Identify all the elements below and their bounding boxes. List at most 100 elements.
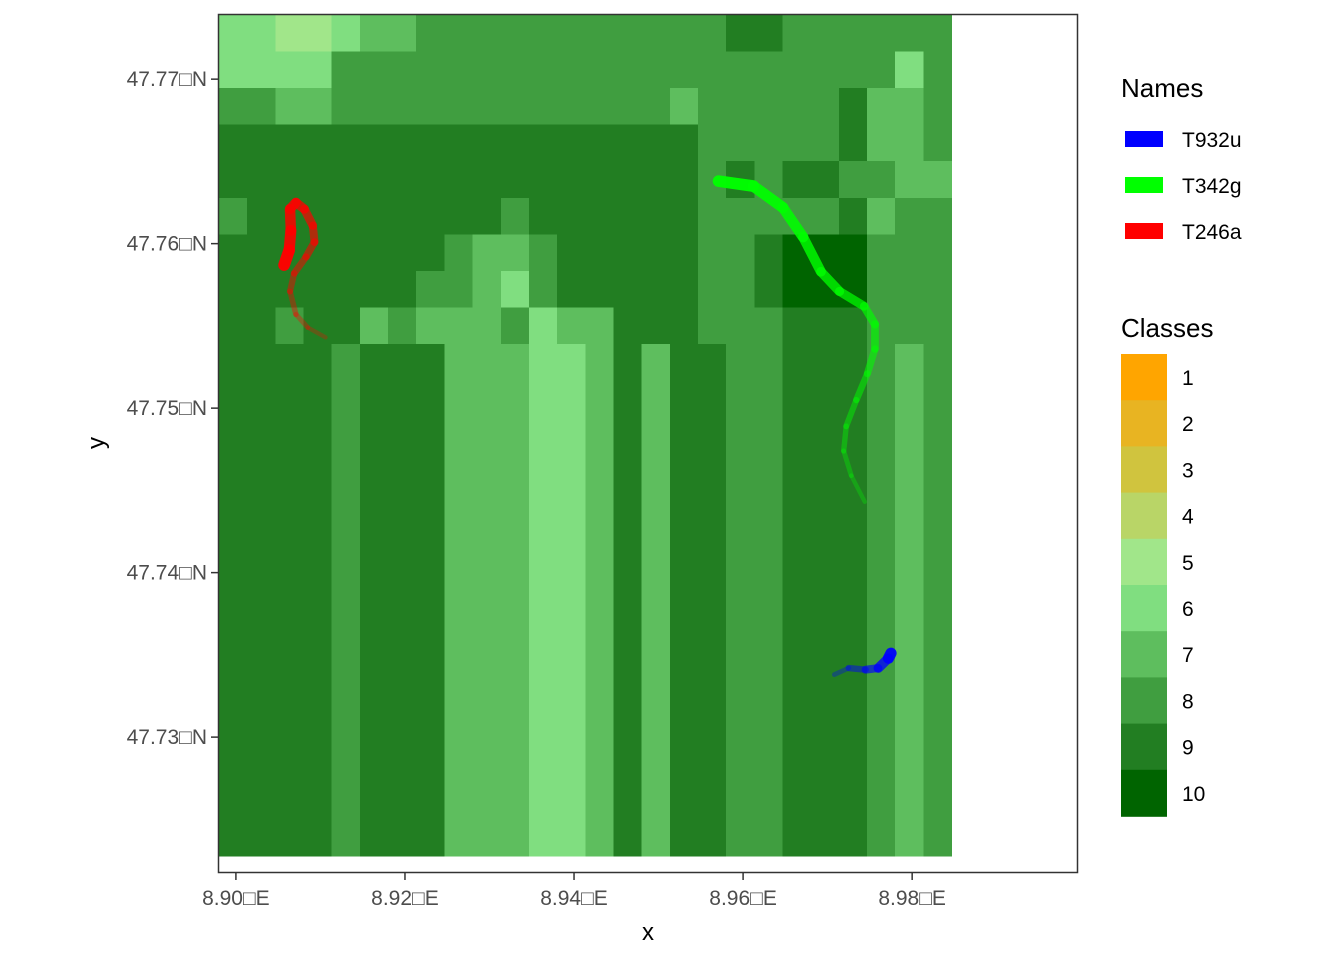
raster-cell [528,636,558,674]
raster-cell [838,526,868,564]
raster-cell [359,51,389,89]
y-tick-label: 47.75□N [127,397,207,420]
raster-cell [500,526,530,564]
raster-cell [500,380,530,418]
raster-cell [754,343,784,382]
raster-cell [669,88,699,126]
raster-cell [500,343,530,382]
raster-cell [416,453,445,491]
raster-cell [557,526,586,564]
raster-cell [416,88,445,126]
raster-cell [500,746,530,784]
raster-cell [303,270,333,308]
raster-cell [416,490,445,528]
raster-cell [275,636,305,674]
raster-cell [585,343,615,382]
raster-cell [585,490,615,528]
raster-cell [247,782,276,820]
raster-cell [838,307,868,345]
raster-cell [782,161,812,199]
raster-cell [472,782,502,820]
raster-cell [810,380,840,418]
x-axis-title: x [642,919,654,946]
raster-cell [528,819,558,857]
raster-cell [641,490,671,528]
raster-cell [641,161,671,199]
raster-cell [585,124,615,162]
raster-cell [726,453,755,491]
raster-cell [528,709,558,747]
raster-cell [923,599,953,637]
raster-cell [275,343,305,382]
raster-cell [303,15,333,53]
raster-cell [641,563,671,601]
raster-cell [557,563,586,601]
track-segment [849,473,867,505]
raster-cell [895,453,924,491]
raster-cell [726,746,755,784]
raster-cell [359,490,389,528]
raster-cell [726,307,755,345]
raster-cell [528,746,558,784]
raster-cell [444,599,474,637]
raster-cell [782,15,812,53]
raster-cell [585,819,615,857]
raster-cell [669,51,699,89]
raster-cell [641,746,671,784]
raster-cell [444,526,474,564]
raster-cell [726,51,755,89]
raster-cell [867,270,896,308]
raster-cell [331,563,361,601]
raster-cell [585,270,615,308]
raster-cell [557,234,586,272]
raster-cell [782,526,812,564]
raster-cell [754,636,784,674]
raster-cell [444,709,474,747]
raster-cell [697,782,727,820]
raster-cell [923,819,953,857]
raster-cell [669,636,699,674]
raster-cell [472,343,502,382]
raster-cell [641,88,671,126]
raster-cell [500,563,530,601]
raster-cell [754,15,784,53]
raster-cell [810,819,840,857]
raster-cell [867,453,896,491]
raster-cell [923,197,953,235]
raster-cell [472,380,502,418]
raster-cell [754,88,784,126]
raster-cell [528,234,558,272]
raster-cell [810,88,840,126]
raster-cell [500,124,530,162]
raster-cell [641,417,671,455]
raster-cell [641,819,671,857]
legend-class-label-1: 1 [1182,367,1194,390]
raster-cell [697,51,727,89]
raster-cell [388,417,417,455]
raster-cell [585,526,615,564]
raster-cell [416,672,445,711]
raster-cell [528,307,558,345]
legend-title-classes: Classes [1121,313,1213,343]
track-segment [777,202,809,243]
raster-cell [697,417,727,455]
raster-cell [838,417,868,455]
raster-cell [557,124,586,162]
raster-cell [923,746,953,784]
raster-cell [782,819,812,857]
raster-cell [444,782,474,820]
raster-cell [895,197,924,235]
raster-cell [697,490,727,528]
raster-cell [416,197,445,235]
raster-cell [472,88,502,126]
legend-key-T246a [1125,223,1163,239]
raster-cell [867,417,896,455]
raster-cell [557,88,586,126]
raster-cell [669,307,699,345]
raster-cell [331,746,361,784]
raster-cell [219,51,248,89]
raster-cell [613,380,643,418]
raster-cell [867,197,896,235]
raster-cell [726,563,755,601]
